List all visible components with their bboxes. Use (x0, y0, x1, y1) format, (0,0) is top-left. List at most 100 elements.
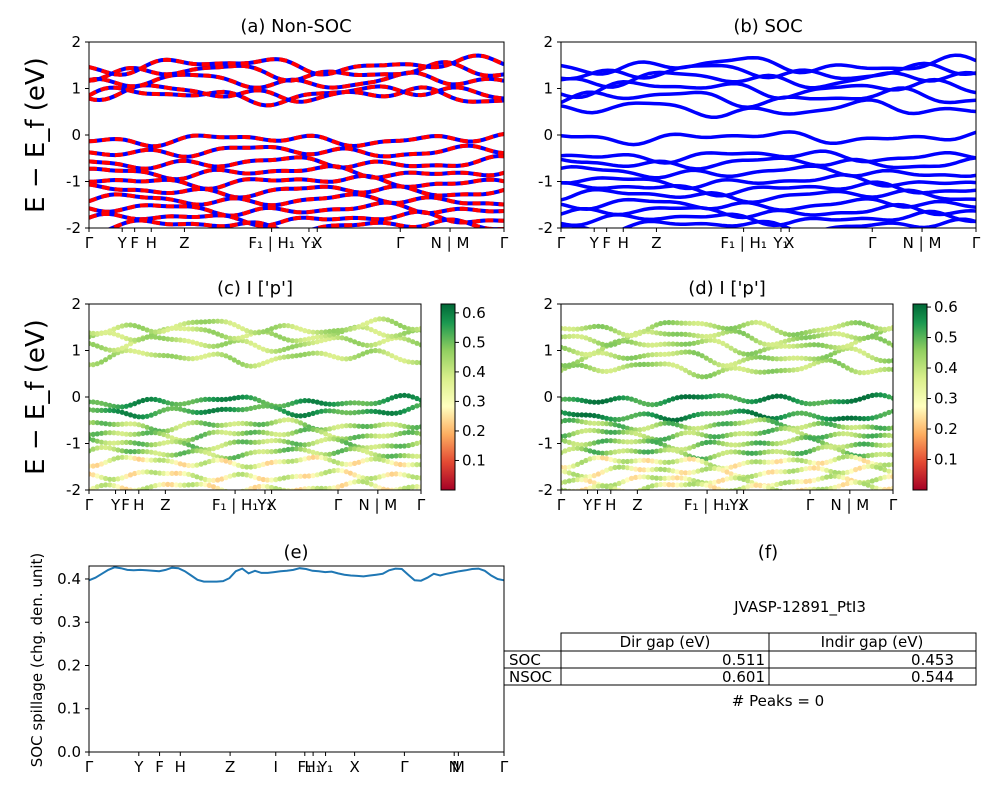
projection-point (231, 439, 237, 445)
projection-point (819, 444, 826, 450)
projection-point (293, 413, 300, 419)
projection-point (720, 421, 726, 427)
projection-point (840, 322, 846, 328)
projection-point (273, 405, 279, 411)
projection-point (857, 465, 863, 471)
projection-point (699, 440, 705, 446)
projection-point (566, 417, 572, 423)
projection-point (343, 461, 349, 467)
projection-point (844, 343, 851, 349)
projection-point (418, 342, 421, 348)
projection-point (658, 475, 664, 481)
projection-point (728, 345, 734, 351)
projection-point (720, 330, 726, 336)
projection-point (853, 320, 859, 326)
projection-point (608, 429, 614, 435)
projection-point (595, 340, 602, 346)
projection-point (599, 469, 606, 475)
projection-point (807, 486, 813, 490)
projection-point (840, 363, 846, 369)
projection-point (782, 439, 788, 445)
projection-point (790, 367, 797, 373)
panel-e-xtick: H₁ (304, 758, 321, 776)
projection-point (264, 484, 270, 490)
projection-point (645, 411, 651, 417)
projection-point (298, 457, 304, 463)
projection-point (778, 343, 784, 349)
projection-point (645, 401, 651, 407)
projection-point (575, 350, 581, 356)
projection-point (215, 331, 221, 337)
projection-point (339, 438, 345, 444)
projection-point (570, 326, 577, 332)
projection-point (223, 441, 229, 447)
projection-point (318, 438, 324, 444)
projection-point (223, 319, 229, 325)
projection-point (886, 366, 892, 372)
projection-point (873, 425, 880, 431)
projection-point (682, 451, 689, 457)
projection-point (327, 436, 333, 442)
projection-point (98, 407, 105, 413)
projection-point (360, 400, 366, 406)
projection-point (318, 454, 324, 461)
colorbar-tick-label: 0.2 (462, 422, 486, 440)
projection-point (778, 440, 784, 446)
projection-point (799, 479, 805, 485)
projection-point (728, 432, 734, 438)
projection-point (327, 457, 333, 463)
projection-point (314, 427, 320, 433)
projection-point (666, 467, 672, 473)
projection-point (604, 421, 610, 427)
projection-point (786, 426, 792, 432)
projection-point (161, 481, 167, 487)
projection-point (244, 464, 250, 470)
band-line-overlay (89, 153, 504, 171)
projection-point (832, 445, 838, 451)
projection-point (94, 431, 100, 437)
projection-point (732, 487, 738, 490)
projection-point (774, 420, 780, 426)
projection-point (595, 483, 602, 489)
projection-point (310, 398, 316, 404)
projection-point (703, 439, 709, 446)
projection-point (587, 474, 593, 480)
projection-point (418, 402, 421, 408)
projection-point (293, 487, 300, 490)
projection-point (840, 431, 846, 437)
projection-point (327, 408, 333, 414)
band-line-overlay (89, 200, 504, 218)
band-line-overlay (89, 132, 504, 149)
projection-point (757, 459, 763, 465)
projection-point (181, 326, 187, 332)
projection-point (289, 430, 295, 436)
projection-point (240, 394, 246, 400)
projection-point (583, 457, 589, 464)
projection-point (161, 431, 167, 438)
projection-point (562, 396, 568, 402)
projection-point (264, 460, 270, 466)
projection-point (414, 359, 420, 366)
projection-point (119, 485, 125, 490)
projection-point (616, 330, 622, 336)
panel-a-ytick: 2 (71, 33, 81, 51)
projection-point (591, 420, 597, 426)
projection-point (418, 484, 421, 490)
projection-point (152, 410, 158, 417)
projection-point (811, 413, 817, 419)
projection-point (732, 395, 738, 401)
projection-point (662, 481, 668, 487)
projection-point (861, 481, 867, 487)
projection-point (815, 333, 821, 339)
projection-point (711, 337, 718, 344)
projection-point (707, 433, 714, 440)
projection-point (583, 412, 589, 418)
projection-point (240, 439, 246, 445)
projection-point (774, 426, 780, 432)
projection-point (579, 446, 585, 452)
projection-point (749, 335, 755, 341)
projection-point (186, 482, 192, 488)
projection-point (811, 361, 817, 367)
projection-point (397, 453, 403, 459)
projection-point (173, 460, 179, 466)
